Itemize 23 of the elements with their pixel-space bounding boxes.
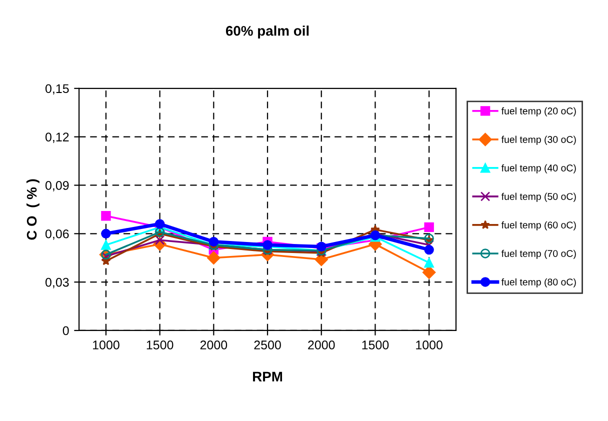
x-tick-label: 1500 [146, 340, 174, 350]
y-tick-label: 0 [62, 326, 69, 336]
x-tick-label: 2000 [308, 340, 335, 350]
y-tick-label: 0,12 [45, 132, 69, 143]
x-tick-label: 1000 [416, 340, 442, 350]
legend-label: fuel temp (60 oC) [501, 221, 576, 230]
y-tick-label: 0,06 [45, 229, 69, 240]
legend-label: fuel temp (80 oC) [501, 278, 576, 288]
chart-title: 60% palm oil [226, 26, 309, 39]
legend-label: fuel temp (20 oC) [501, 107, 576, 116]
x-tick-label: 2500 [254, 340, 281, 350]
y-tick-label: 0,15 [45, 84, 69, 95]
x-tick-label: 1000 [93, 340, 120, 350]
legend-label: fuel temp (50 oC) [501, 192, 576, 202]
x-axis-title: RPM [253, 372, 282, 382]
x-tick-label: 2000 [200, 340, 228, 350]
legend-label: fuel temp (40 oC) [501, 164, 576, 174]
y-tick-label: 0,03 [45, 278, 69, 288]
x-tick-label: 1500 [362, 340, 389, 350]
y-tick-label: 0,09 [45, 181, 69, 192]
y-axis-title: C O ( % ) [26, 179, 40, 240]
legend-label: fuel temp (70 oC) [501, 250, 576, 259]
legend-label: fuel temp (30 oC) [501, 136, 576, 145]
